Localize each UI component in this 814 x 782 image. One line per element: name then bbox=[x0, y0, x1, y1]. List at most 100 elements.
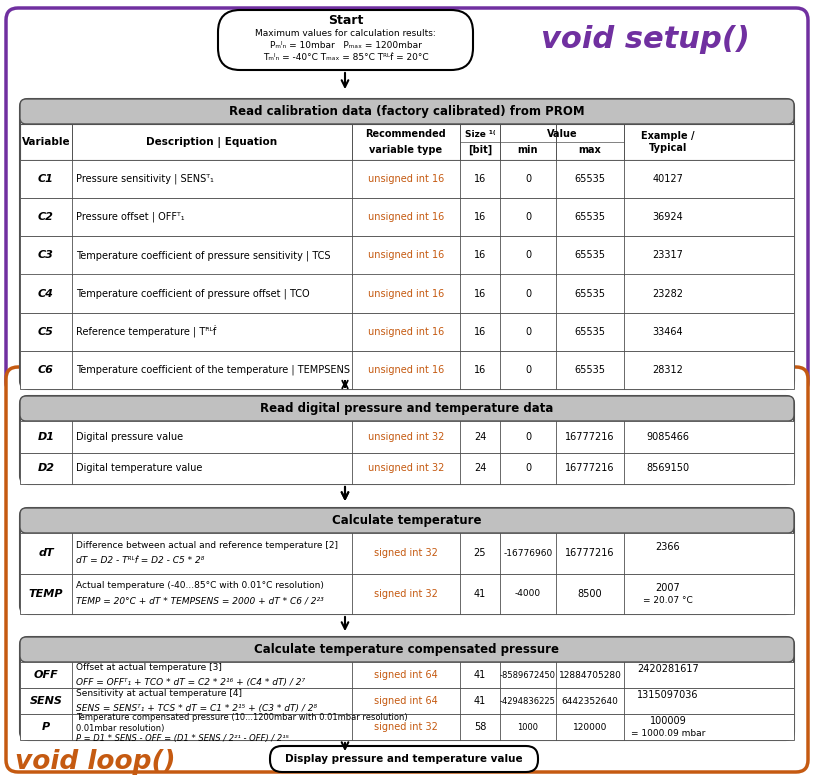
FancyBboxPatch shape bbox=[20, 99, 794, 124]
Text: 16: 16 bbox=[474, 212, 486, 222]
Text: 23282: 23282 bbox=[653, 289, 684, 299]
FancyBboxPatch shape bbox=[20, 396, 794, 484]
Text: 41: 41 bbox=[474, 696, 486, 706]
Text: C1: C1 bbox=[38, 174, 54, 184]
Text: 23317: 23317 bbox=[653, 250, 684, 260]
Text: 2420281617: 2420281617 bbox=[637, 664, 699, 674]
Bar bbox=[20, 351, 794, 389]
Text: = 1000.09 mbar: = 1000.09 mbar bbox=[631, 730, 705, 738]
Text: = 20.07 °C: = 20.07 °C bbox=[643, 596, 693, 605]
Text: 16: 16 bbox=[474, 289, 486, 299]
Text: 65535: 65535 bbox=[575, 365, 606, 375]
Text: 2007: 2007 bbox=[655, 583, 681, 593]
Text: SENS = SENSᵀ₁ + TCS * dT = C1 * 2¹⁵ + (C3 * dT) / 2⁸: SENS = SENSᵀ₁ + TCS * dT = C1 * 2¹⁵ + (C… bbox=[76, 704, 317, 712]
Text: 1315097036: 1315097036 bbox=[637, 690, 698, 700]
FancyBboxPatch shape bbox=[218, 10, 473, 70]
Text: 0: 0 bbox=[525, 463, 531, 473]
FancyBboxPatch shape bbox=[20, 508, 794, 614]
Text: 58: 58 bbox=[474, 722, 486, 732]
Text: 100009: 100009 bbox=[650, 716, 686, 726]
Text: min: min bbox=[518, 145, 538, 155]
Text: SENS: SENS bbox=[29, 696, 63, 706]
Text: unsigned int 16: unsigned int 16 bbox=[368, 212, 444, 222]
Text: unsigned int 32: unsigned int 32 bbox=[368, 432, 444, 442]
Text: 120000: 120000 bbox=[573, 723, 607, 731]
Text: unsigned int 16: unsigned int 16 bbox=[368, 289, 444, 299]
FancyBboxPatch shape bbox=[20, 508, 794, 533]
Text: TEMP: TEMP bbox=[28, 589, 63, 599]
Text: 12884705280: 12884705280 bbox=[558, 670, 621, 680]
Bar bbox=[20, 573, 794, 614]
Text: 8569150: 8569150 bbox=[646, 463, 689, 473]
Text: 16: 16 bbox=[474, 250, 486, 260]
Text: Temperature coefficient of pressure offset | TCO: Temperature coefficient of pressure offs… bbox=[76, 289, 309, 299]
Text: Difference between actual and reference temperature [2]: Difference between actual and reference … bbox=[76, 540, 338, 550]
Text: Reference temperature | Tᴿᴸḟ: Reference temperature | Tᴿᴸḟ bbox=[76, 325, 217, 338]
Text: 0: 0 bbox=[525, 327, 531, 337]
FancyBboxPatch shape bbox=[20, 637, 794, 662]
Text: unsigned int 16: unsigned int 16 bbox=[368, 365, 444, 375]
Text: Pressure sensitivity | SENSᵀ₁: Pressure sensitivity | SENSᵀ₁ bbox=[76, 174, 214, 185]
Text: D2: D2 bbox=[37, 463, 55, 473]
Text: 1000: 1000 bbox=[518, 723, 539, 731]
Text: 0: 0 bbox=[525, 250, 531, 260]
Text: Digital temperature value: Digital temperature value bbox=[76, 463, 203, 473]
FancyBboxPatch shape bbox=[20, 396, 794, 421]
Text: Read digital pressure and temperature data: Read digital pressure and temperature da… bbox=[260, 402, 554, 415]
Bar bbox=[20, 714, 794, 740]
Text: C3: C3 bbox=[38, 250, 54, 260]
Text: Maximum values for calculation results:: Maximum values for calculation results: bbox=[255, 28, 435, 38]
Text: Sensitivity at actual temperature [4]: Sensitivity at actual temperature [4] bbox=[76, 690, 242, 698]
Text: 6442352640: 6442352640 bbox=[562, 697, 619, 705]
Text: Calculate temperature: Calculate temperature bbox=[332, 514, 482, 527]
Text: unsigned int 16: unsigned int 16 bbox=[368, 174, 444, 184]
Text: C5: C5 bbox=[38, 327, 54, 337]
FancyBboxPatch shape bbox=[270, 746, 538, 772]
Bar bbox=[20, 313, 794, 351]
Text: unsigned int 16: unsigned int 16 bbox=[368, 327, 444, 337]
Text: 36924: 36924 bbox=[653, 212, 684, 222]
Text: signed int 64: signed int 64 bbox=[374, 670, 438, 680]
Bar bbox=[20, 124, 794, 160]
Text: -4294836225: -4294836225 bbox=[500, 697, 556, 705]
Text: Display pressure and temperature value: Display pressure and temperature value bbox=[285, 754, 523, 764]
Text: 33464: 33464 bbox=[653, 327, 683, 337]
Bar bbox=[20, 662, 794, 688]
Text: 24: 24 bbox=[474, 432, 486, 442]
Text: Value: Value bbox=[547, 129, 577, 139]
Text: 16: 16 bbox=[474, 327, 486, 337]
Text: Temperature coefficient of pressure sensitivity | TCS: Temperature coefficient of pressure sens… bbox=[76, 250, 330, 260]
Bar bbox=[20, 198, 794, 236]
Text: 0: 0 bbox=[525, 289, 531, 299]
Bar bbox=[20, 160, 794, 198]
Text: C2: C2 bbox=[38, 212, 54, 222]
FancyBboxPatch shape bbox=[20, 637, 794, 740]
Text: 16: 16 bbox=[474, 365, 486, 375]
Text: max: max bbox=[579, 145, 602, 155]
Text: C4: C4 bbox=[38, 289, 54, 299]
Bar bbox=[20, 421, 794, 453]
Text: 41: 41 bbox=[474, 589, 486, 599]
Text: 65535: 65535 bbox=[575, 289, 606, 299]
Text: unsigned int 32: unsigned int 32 bbox=[368, 463, 444, 473]
Text: Recommended: Recommended bbox=[365, 129, 446, 139]
Text: variable type: variable type bbox=[370, 145, 443, 155]
Text: signed int 64: signed int 64 bbox=[374, 696, 438, 706]
Text: 0: 0 bbox=[525, 365, 531, 375]
Bar bbox=[20, 688, 794, 714]
Text: 8500: 8500 bbox=[578, 589, 602, 599]
Text: 9085466: 9085466 bbox=[646, 432, 689, 442]
Text: 16: 16 bbox=[474, 174, 486, 184]
Text: 65535: 65535 bbox=[575, 212, 606, 222]
Bar bbox=[20, 274, 794, 313]
Text: signed int 32: signed int 32 bbox=[374, 722, 438, 732]
Text: 0.01mbar resolution): 0.01mbar resolution) bbox=[76, 723, 164, 733]
Text: 16777216: 16777216 bbox=[565, 432, 615, 442]
Text: C6: C6 bbox=[38, 365, 54, 375]
Text: 0: 0 bbox=[525, 174, 531, 184]
Text: Variable: Variable bbox=[22, 137, 70, 147]
Text: Start: Start bbox=[328, 15, 363, 27]
Text: signed int 32: signed int 32 bbox=[374, 589, 438, 599]
Text: Offset at actual temperature [3]: Offset at actual temperature [3] bbox=[76, 663, 222, 673]
Text: Example /
Typical: Example / Typical bbox=[641, 131, 695, 152]
